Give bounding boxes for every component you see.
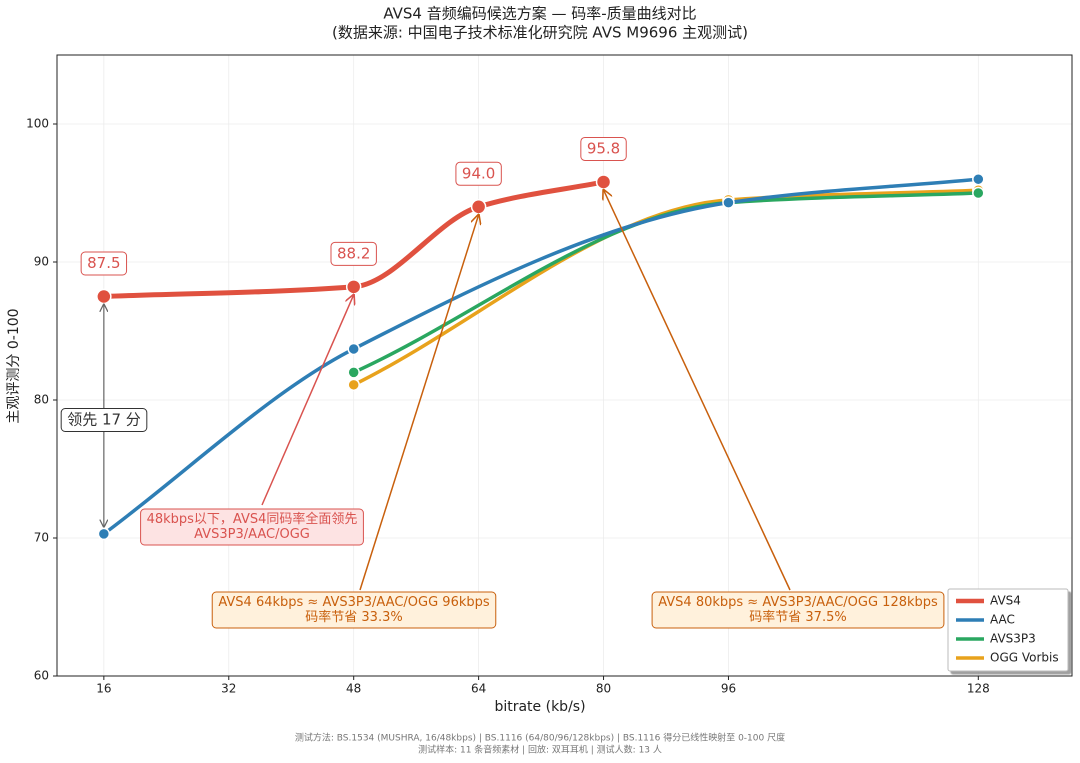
y-axis-label: 主观评测分 0-100: [6, 308, 22, 423]
annotation-box: [211, 591, 497, 629]
annotation-arrow: [261, 295, 354, 506]
series-line: [102, 177, 981, 536]
value-label-text: 87.5: [87, 254, 120, 272]
value-label-box: [80, 251, 128, 276]
legend: AVS4 AAC AVS3P3 OGG Vorbis: [947, 588, 1069, 672]
series-line: [351, 191, 981, 375]
y-tick-label: 80: [34, 393, 49, 407]
data-point: [96, 288, 112, 305]
annotation: 领先 17 分: [60, 408, 148, 432]
x-axis-label: bitrate (kb/s): [494, 699, 585, 715]
annotation-arrow: [359, 215, 479, 591]
chart-subtitle: (数据来源: 中国电子技术标准化研究院 AVS M9696 主观测试): [332, 24, 748, 42]
annotation: AVS4 80kbps ≈ AVS3P3/AAC/OGG 128kbps码率节省…: [651, 591, 945, 629]
value-label: 95.8: [580, 136, 627, 161]
data-point: [470, 199, 487, 215]
value-label-text: 88.2: [337, 244, 370, 262]
annotation-text: 码率节省 33.3%: [305, 609, 402, 625]
y-tick-label: 70: [34, 531, 49, 545]
chart-title: AVS4 音频编码候选方案 — 码率-质量曲线对比: [383, 5, 696, 23]
data-point: [595, 174, 612, 190]
annotation-text: AVS4 80kbps ≈ AVS3P3/AAC/OGG 128kbps: [658, 595, 938, 610]
annotation-box: [651, 591, 945, 629]
x-tick-label: 80: [596, 682, 611, 696]
annotation-text: 48kbps以下，AVS4同码率全面领先: [147, 511, 358, 527]
data-point: [347, 342, 360, 356]
value-label-box: [580, 136, 627, 161]
annotation-box: [140, 508, 364, 546]
data-point: [972, 186, 985, 200]
legend-label: AVS3P3: [990, 632, 1036, 646]
plot-frame: [56, 54, 1073, 677]
value-label-box: [455, 161, 502, 186]
value-label-box: [330, 241, 377, 266]
data-point: [972, 172, 985, 186]
data-point: [347, 366, 360, 379]
data-point: [345, 279, 362, 295]
footnote: 测试样本: 11 条音频素材 | 回放: 双耳耳机 | 测试人数: 13 人: [418, 744, 662, 756]
y-tick-label: 60: [34, 669, 49, 683]
legend-box: [947, 588, 1069, 672]
data-point: [347, 378, 360, 392]
annotation-text: 领先 17 分: [67, 411, 141, 429]
y-tick-label: 100: [26, 117, 49, 131]
x-tick-label: 48: [346, 682, 361, 696]
x-tick-label: 96: [721, 682, 736, 696]
value-label: 94.0: [455, 161, 502, 186]
value-label: 88.2: [330, 241, 377, 266]
y-tick-label: 90: [34, 255, 49, 269]
series-line: [101, 179, 607, 299]
footnote: 测试方法: BS.1534 (MUSHRA, 16/48kbps) | BS.1…: [295, 732, 785, 744]
data-point: [97, 527, 111, 541]
annotation-text: AVS4 64kbps ≈ AVS3P3/AAC/OGG 96kbps: [218, 595, 490, 610]
annotation-text: 码率节省 37.5%: [749, 609, 846, 625]
legend-label: OGG Vorbis: [990, 651, 1059, 665]
x-tick-label: 32: [221, 682, 236, 696]
annotation-box: [60, 408, 148, 432]
series-line: [351, 188, 981, 387]
legend-label: AAC: [990, 613, 1015, 627]
value-label-text: 95.8: [587, 139, 620, 157]
legend-label: AVS4: [990, 594, 1021, 608]
value-label: 87.5: [80, 251, 128, 276]
value-label-text: 94.0: [462, 164, 495, 182]
x-tick-label: 64: [471, 682, 486, 696]
data-point: [722, 196, 735, 209]
x-tick-label: 128: [967, 682, 990, 696]
x-tick-label: 16: [96, 682, 111, 696]
annotation-text: AVS3P3/AAC/OGG: [194, 527, 310, 542]
annotation-arrow: [604, 190, 791, 591]
annotation: AVS4 64kbps ≈ AVS3P3/AAC/OGG 96kbps码率节省 …: [211, 591, 497, 629]
